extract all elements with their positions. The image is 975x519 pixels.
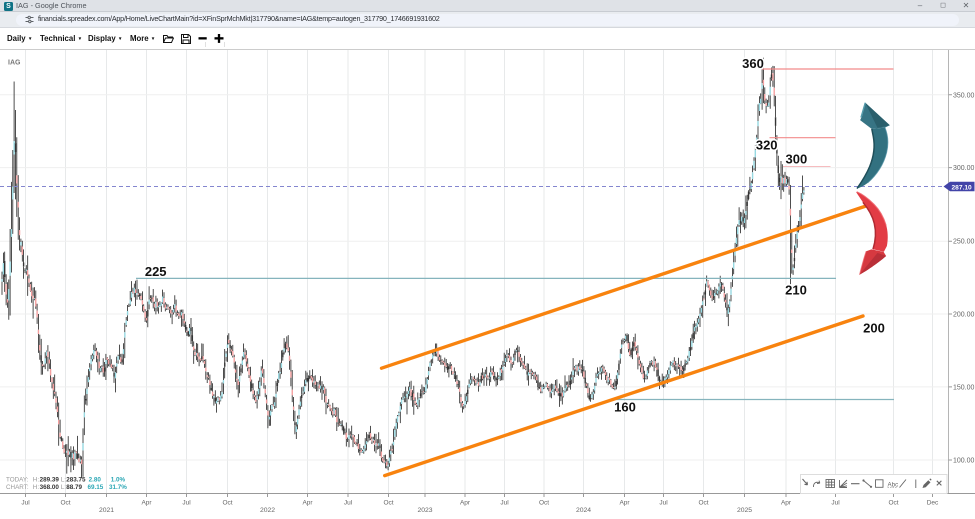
svg-text:Jul: Jul: [182, 500, 191, 507]
svg-text:Oct: Oct: [539, 500, 549, 507]
svg-text:Apr: Apr: [460, 500, 471, 507]
svg-text:160: 160: [614, 400, 636, 415]
svg-text:300.00: 300.00: [953, 165, 975, 172]
svg-text:Jul: Jul: [500, 500, 509, 507]
svg-text:Apr: Apr: [141, 500, 152, 507]
svg-text:TODAY:: TODAY:: [6, 476, 29, 483]
svg-text:2021: 2021: [99, 507, 114, 514]
svg-text:Apr: Apr: [781, 500, 792, 507]
svg-text:CHART:: CHART:: [6, 484, 29, 491]
svg-text:88.79: 88.79: [66, 484, 82, 491]
svg-text:L:: L:: [61, 476, 67, 483]
svg-text:150.00: 150.00: [953, 384, 975, 391]
svg-text:Jul: Jul: [831, 500, 840, 507]
svg-text:H:: H:: [33, 484, 40, 491]
svg-text:Apr: Apr: [302, 500, 313, 507]
svg-text:350.00: 350.00: [953, 92, 975, 99]
svg-text:320: 320: [756, 138, 778, 153]
svg-text:Oct: Oct: [60, 500, 70, 507]
svg-text:2022: 2022: [260, 507, 275, 514]
svg-text:225: 225: [145, 264, 167, 279]
svg-text:H:: H:: [33, 476, 40, 483]
svg-text:Oct: Oct: [383, 500, 393, 507]
svg-text:Abc: Abc: [888, 481, 899, 488]
svg-text:210: 210: [785, 283, 807, 298]
svg-text:200: 200: [863, 321, 885, 336]
svg-text:Oct: Oct: [698, 500, 708, 507]
svg-text:1.0%: 1.0%: [111, 476, 126, 483]
svg-text:31.7%: 31.7%: [109, 484, 127, 491]
svg-text:360: 360: [742, 56, 764, 71]
svg-text:2025: 2025: [737, 507, 752, 514]
svg-text:IAG: IAG: [8, 60, 21, 67]
svg-text:368.00: 368.00: [40, 484, 60, 491]
svg-text:Jul: Jul: [344, 500, 353, 507]
svg-text:L:: L:: [61, 484, 67, 491]
svg-text:287.10: 287.10: [952, 184, 973, 191]
svg-text:Jul: Jul: [659, 500, 668, 507]
svg-text:250.00: 250.00: [953, 239, 975, 246]
svg-text:2.80: 2.80: [89, 476, 102, 483]
svg-text:200.00: 200.00: [953, 312, 975, 319]
svg-text:Apr: Apr: [619, 500, 630, 507]
svg-text:Jul: Jul: [21, 500, 30, 507]
svg-text:2024: 2024: [576, 507, 591, 514]
svg-text:283.75: 283.75: [66, 476, 86, 483]
svg-text:300: 300: [786, 152, 808, 167]
svg-text:Dec: Dec: [927, 500, 939, 507]
svg-text:100.00: 100.00: [953, 458, 975, 465]
svg-text:Oct: Oct: [888, 500, 898, 507]
svg-text:69.15: 69.15: [88, 484, 104, 491]
svg-text:289.39: 289.39: [40, 476, 60, 483]
svg-text:Oct: Oct: [222, 500, 232, 507]
svg-text:2023: 2023: [417, 507, 432, 514]
